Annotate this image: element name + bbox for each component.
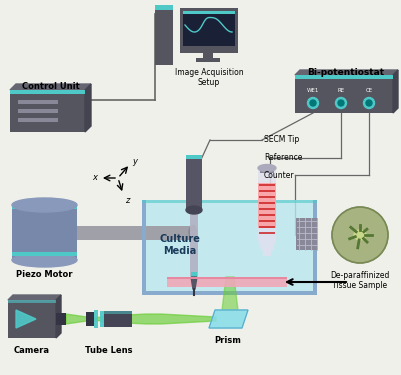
Bar — [142, 200, 317, 295]
Bar — [155, 5, 173, 65]
Bar — [86, 312, 94, 326]
Bar — [155, 5, 173, 10]
Bar — [142, 200, 146, 295]
Bar — [260, 168, 274, 173]
Text: Piezo Motor: Piezo Motor — [16, 270, 73, 279]
Bar — [259, 184, 275, 186]
Bar — [259, 226, 275, 228]
Polygon shape — [295, 70, 398, 75]
Circle shape — [332, 207, 388, 263]
Text: Image Acquisition
Setup: Image Acquisition Setup — [175, 68, 243, 87]
Bar — [259, 232, 275, 234]
Bar — [259, 202, 275, 204]
Ellipse shape — [12, 253, 77, 267]
Circle shape — [310, 100, 316, 106]
Ellipse shape — [186, 206, 202, 214]
Bar — [56, 313, 66, 325]
Bar — [183, 11, 235, 14]
Polygon shape — [191, 277, 197, 289]
Circle shape — [336, 98, 346, 108]
Bar — [142, 200, 317, 203]
Bar — [258, 168, 276, 238]
Bar — [167, 277, 287, 287]
Bar — [12, 252, 77, 256]
Text: x: x — [92, 174, 97, 183]
Bar — [10, 90, 85, 132]
Bar — [259, 208, 275, 210]
Bar — [196, 58, 220, 62]
Bar — [313, 200, 317, 295]
Bar — [180, 8, 238, 53]
Ellipse shape — [258, 165, 276, 171]
Bar — [296, 218, 318, 250]
Bar — [259, 214, 275, 216]
Bar — [77, 225, 193, 240]
Text: Prism: Prism — [215, 336, 241, 345]
Text: CE: CE — [365, 88, 373, 93]
Bar — [104, 311, 132, 314]
Text: Culture
Media: Culture Media — [160, 234, 200, 256]
Polygon shape — [258, 238, 276, 250]
Bar — [259, 190, 275, 192]
Text: Bi-potentiostat: Bi-potentiostat — [308, 68, 385, 77]
Text: Camera: Camera — [14, 346, 50, 355]
Ellipse shape — [354, 230, 366, 240]
Bar — [190, 206, 198, 276]
Bar — [18, 100, 58, 104]
Text: z: z — [125, 196, 130, 205]
Bar — [258, 183, 276, 228]
Bar — [191, 272, 197, 277]
Polygon shape — [393, 70, 398, 113]
Bar — [8, 300, 56, 303]
Polygon shape — [222, 277, 238, 310]
Text: y: y — [132, 158, 137, 166]
Text: De-paraffinized
Tissue Sample: De-paraffinized Tissue Sample — [330, 271, 390, 290]
Circle shape — [308, 98, 318, 108]
Bar — [186, 155, 202, 159]
Bar — [18, 118, 58, 122]
Text: Tube Lens: Tube Lens — [85, 346, 133, 355]
Polygon shape — [8, 295, 61, 300]
Bar — [259, 196, 275, 198]
Bar — [295, 75, 393, 79]
Polygon shape — [66, 314, 216, 324]
Circle shape — [338, 100, 344, 106]
Bar — [104, 311, 132, 327]
Bar — [183, 11, 235, 46]
Polygon shape — [10, 84, 91, 90]
Polygon shape — [16, 310, 36, 328]
Text: WE1: WE1 — [307, 88, 319, 93]
Bar — [12, 205, 77, 209]
Bar — [186, 155, 202, 210]
Bar — [142, 291, 317, 295]
Text: Control Unit: Control Unit — [22, 82, 79, 91]
Bar — [203, 52, 213, 60]
Circle shape — [363, 98, 375, 108]
Bar — [94, 310, 98, 328]
Text: Counter: Counter — [264, 171, 295, 180]
Polygon shape — [85, 84, 91, 132]
Text: SECM Tip: SECM Tip — [264, 135, 299, 144]
Bar — [100, 311, 104, 327]
Bar — [8, 300, 56, 338]
Bar — [263, 250, 271, 256]
Bar — [10, 90, 85, 94]
Bar — [190, 206, 198, 276]
Polygon shape — [56, 295, 61, 338]
Bar — [259, 220, 275, 222]
Circle shape — [366, 100, 372, 106]
Text: RE: RE — [337, 88, 344, 93]
Bar — [12, 205, 77, 260]
Ellipse shape — [12, 198, 77, 212]
Polygon shape — [209, 310, 248, 328]
Ellipse shape — [189, 225, 197, 240]
Bar — [295, 75, 393, 113]
Bar — [167, 277, 287, 279]
Bar — [18, 109, 58, 113]
Text: Reference: Reference — [264, 153, 302, 162]
